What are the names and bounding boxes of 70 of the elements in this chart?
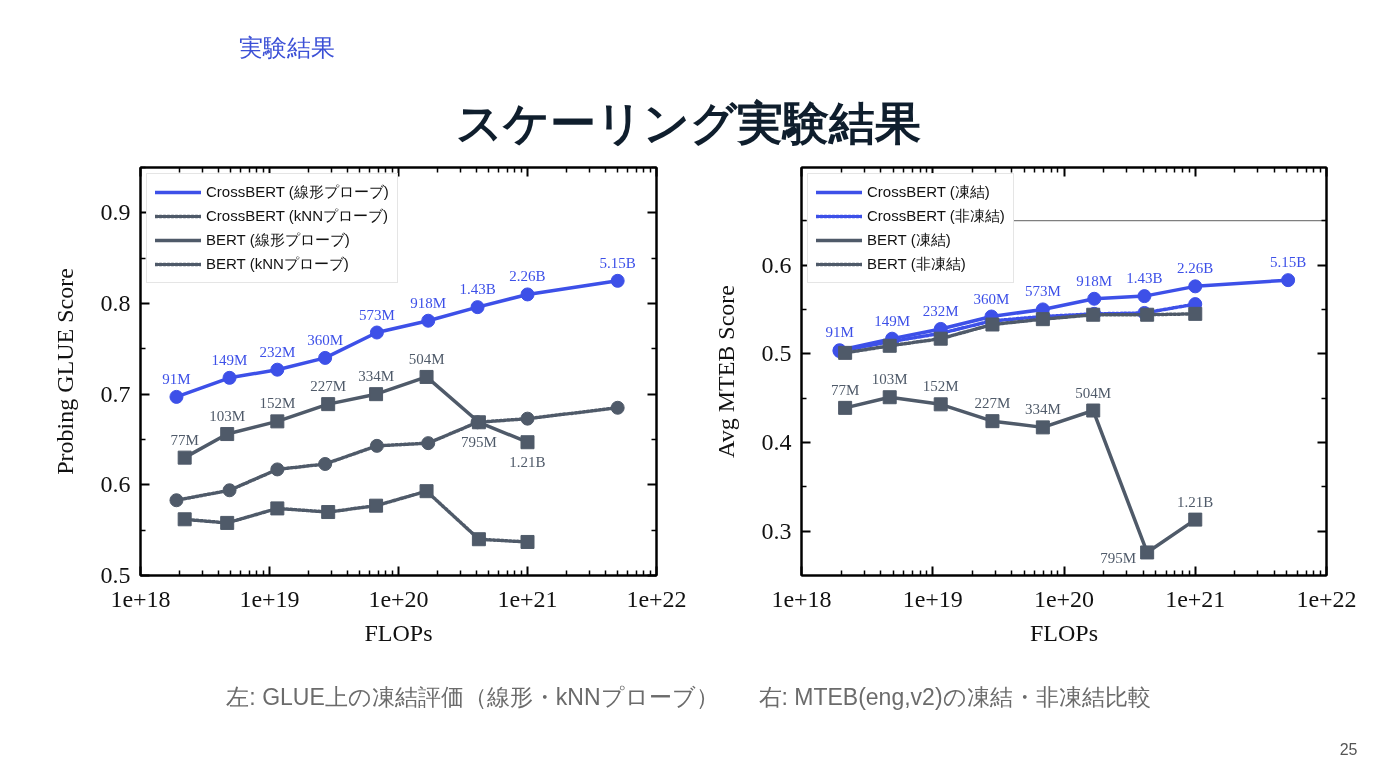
annotation: 232M	[259, 343, 296, 360]
y-tick-label: 0.5	[761, 340, 792, 367]
annotation: 795M	[1100, 550, 1137, 567]
x-tick-label: 1e+18	[771, 585, 832, 612]
x-axis-title: FLOPs	[364, 619, 433, 646]
x-tick-label: 1e+19	[902, 585, 963, 612]
x-axis-title: FLOPs	[1029, 619, 1099, 646]
y-tick-label: 0.4	[761, 428, 792, 455]
x-tick-label: 1e+22	[1296, 585, 1357, 612]
annotation: 1.21B	[509, 454, 546, 471]
legend-label: CrossBERT (線形プローブ)	[206, 182, 389, 202]
annotation: 5.15B	[599, 254, 636, 271]
y-tick-label: 0.7	[100, 380, 131, 407]
legend-label: BERT (非凍結)	[867, 254, 966, 274]
x-tick-label: 1e+19	[239, 585, 300, 612]
annotation: 227M	[974, 395, 1011, 412]
annotation: 227M	[310, 378, 347, 395]
x-tick-label: 1e+22	[626, 585, 687, 612]
annotation: 573M	[1024, 283, 1061, 300]
annotation: 2.26B	[509, 268, 546, 285]
y-tick-label: 0.3	[761, 517, 792, 544]
y-axis-title: Probing GLUE Score	[51, 268, 78, 475]
x-tick-label: 1e+21	[497, 585, 558, 612]
annotation: 77M	[170, 431, 199, 448]
y-tick-label: 0.9	[100, 199, 131, 226]
annotation: 5.15B	[1269, 254, 1307, 271]
annotation: 152M	[259, 395, 296, 412]
annotation: 918M	[410, 294, 447, 311]
annotation: 91M	[825, 324, 854, 341]
legend-label: BERT (kNNプローブ)	[206, 254, 349, 274]
annotation: 91M	[162, 370, 191, 387]
chart-subtitle: 実験結果	[238, 34, 335, 61]
annotation: 77M	[830, 381, 860, 398]
y-tick-label: 0.6	[100, 471, 131, 498]
text: 左: GLUE上の凍結評価（線形・kNNプローブ）	[226, 683, 719, 710]
annotation: 504M	[1075, 384, 1112, 401]
y-tick-label: 0.6	[761, 251, 792, 278]
annotation: 334M	[1024, 401, 1061, 418]
annotation: 2.26B	[1177, 260, 1214, 277]
annotation: 232M	[922, 302, 959, 319]
annotation: 149M	[874, 312, 911, 329]
x-tick-label: 1e+21	[1165, 585, 1226, 612]
x-tick-label: 1e+20	[1033, 585, 1095, 612]
annotation: 1.21B	[1177, 493, 1214, 510]
annotation: 573M	[358, 306, 395, 323]
annotation: 334M	[358, 368, 394, 385]
annotation: 1.43B	[1126, 270, 1163, 287]
text: 25	[1339, 740, 1358, 758]
annotation: 103M	[871, 371, 908, 388]
annotation: 103M	[209, 408, 246, 425]
y-axis-title: Avg MTEB Score	[712, 285, 739, 458]
legend-label: CrossBERT (kNNプローブ)	[206, 206, 388, 226]
annotation: 795M	[460, 434, 497, 451]
legend-label: CrossBERT (非凍結)	[867, 206, 1005, 226]
x-tick-label: 1e+18	[110, 585, 171, 612]
annotation: 1.43B	[459, 281, 496, 298]
legend-label: CrossBERT (凍結)	[867, 182, 990, 202]
annotation: 360M	[307, 331, 344, 348]
legend-label: BERT (凍結)	[867, 230, 951, 250]
legend-label: BERT (線形プローブ)	[206, 230, 350, 250]
chart-title: スケーリング実験結果	[456, 96, 921, 149]
annotation: 149M	[211, 351, 248, 368]
text: 右: MTEB(eng,v2)の凍結・非凍結比較	[758, 683, 1151, 710]
annotation: 152M	[922, 378, 959, 395]
x-tick-label: 1e+20	[368, 585, 429, 612]
annotation: 504M	[408, 350, 445, 367]
y-tick-label: 0.5	[100, 562, 131, 588]
annotation: 360M	[973, 290, 1010, 307]
annotation: 918M	[1076, 272, 1113, 289]
y-tick-label: 0.8	[100, 290, 131, 316]
